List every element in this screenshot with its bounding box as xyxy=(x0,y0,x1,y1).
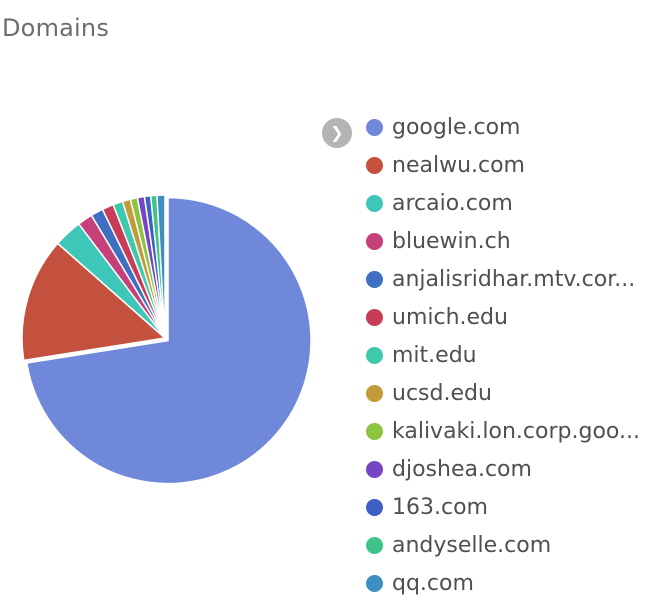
legend-label: nealwu.com xyxy=(392,152,525,178)
pie-slice-qq-com[interactable] xyxy=(156,194,166,339)
pie-slice-google-com[interactable] xyxy=(25,196,312,485)
legend-item[interactable]: bluewin.ch xyxy=(366,222,640,260)
legend-swatch xyxy=(366,232,383,250)
legend-toggle-button[interactable]: ❯ xyxy=(322,118,352,148)
legend-label: google.com xyxy=(392,114,521,140)
legend-label: qq.com xyxy=(392,570,474,596)
legend-swatch xyxy=(366,194,383,212)
legend-label: kalivaki.lon.corp.goo... xyxy=(392,418,640,444)
legend-item[interactable]: umich.edu xyxy=(366,298,640,336)
legend-item[interactable]: djoshea.com xyxy=(366,450,640,488)
legend-item[interactable]: anjalisridhar.mtv.cor... xyxy=(366,260,640,298)
chart-title: Domains xyxy=(2,14,110,42)
legend-swatch xyxy=(366,536,383,554)
legend-swatch xyxy=(366,308,383,326)
legend-label: ucsd.edu xyxy=(392,380,492,406)
legend-item[interactable]: nealwu.com xyxy=(366,146,640,184)
legend-item[interactable]: qq.com xyxy=(366,564,640,602)
legend-swatch xyxy=(366,118,383,136)
legend-item[interactable]: andyselle.com xyxy=(366,526,640,564)
legend-label: umich.edu xyxy=(392,304,508,330)
legend-item[interactable]: mit.edu xyxy=(366,336,640,374)
chevron-right-icon: ❯ xyxy=(330,123,344,142)
pie-slice-nealwu-com[interactable] xyxy=(21,242,167,362)
legend-item[interactable]: kalivaki.lon.corp.goo... xyxy=(366,412,640,450)
legend-label: andyselle.com xyxy=(392,532,552,558)
legend-swatch xyxy=(366,156,383,174)
legend-item[interactable]: ucsd.edu xyxy=(366,374,640,412)
legend-swatch xyxy=(366,384,383,402)
legend-label: 163.com xyxy=(392,494,488,520)
legend-label: mit.edu xyxy=(392,342,477,368)
legend-swatch xyxy=(366,346,383,364)
legend-label: bluewin.ch xyxy=(392,228,511,254)
legend-label: arcaio.com xyxy=(392,190,513,216)
legend-swatch xyxy=(366,422,383,440)
legend-swatch xyxy=(366,574,383,592)
legend-item[interactable]: 163.com xyxy=(366,488,640,526)
legend: ❯ google.com nealwu.com arcaio.com bluewin.… xyxy=(322,108,667,602)
legend-label: djoshea.com xyxy=(392,456,532,482)
legend-label: anjalisridhar.mtv.cor... xyxy=(392,266,636,292)
legend-list: google.com nealwu.com arcaio.com bluewin.ch… xyxy=(366,108,640,602)
legend-swatch xyxy=(366,270,383,288)
legend-swatch xyxy=(366,460,383,478)
legend-item[interactable]: google.com xyxy=(366,108,640,146)
legend-item[interactable]: arcaio.com xyxy=(366,184,640,222)
legend-swatch xyxy=(366,498,383,516)
